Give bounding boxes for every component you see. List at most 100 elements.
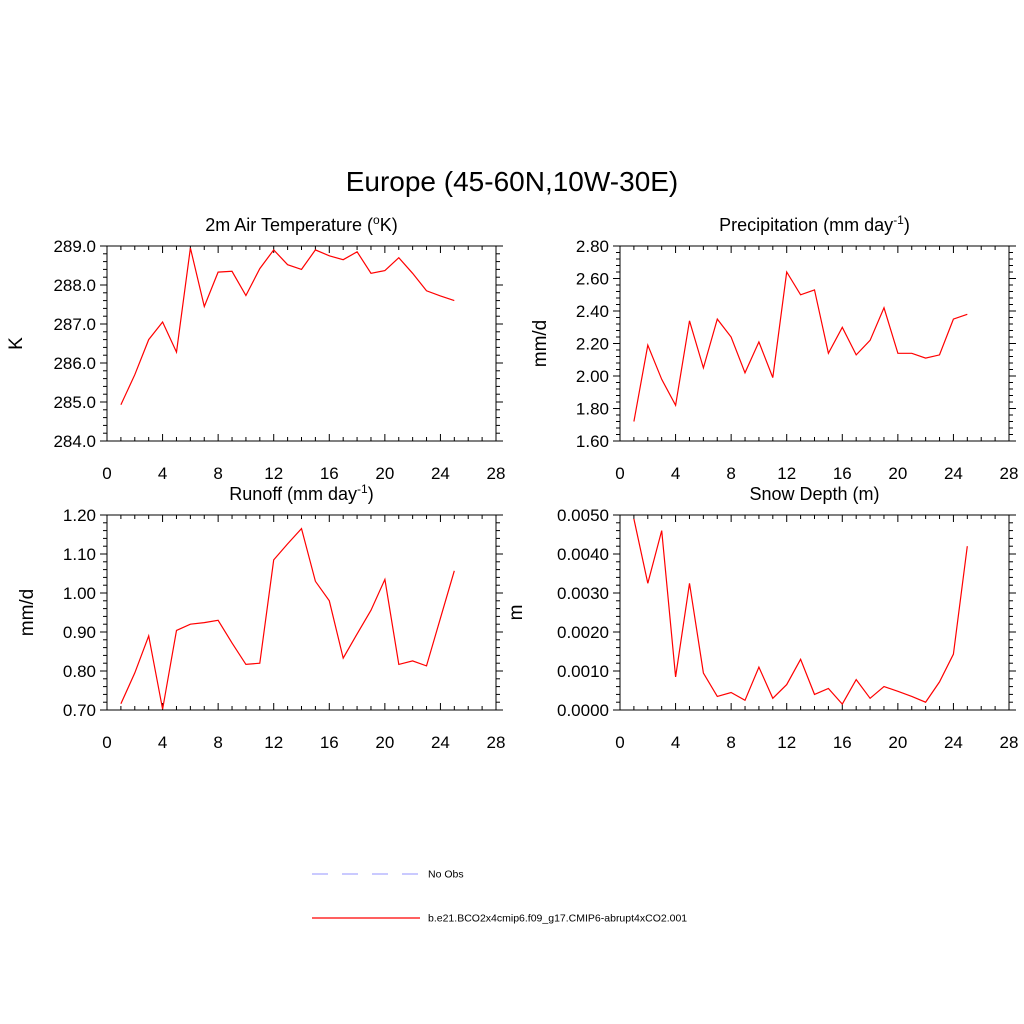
x-axis-ticks [619, 246, 1010, 441]
x-tick-label: 0 [102, 464, 111, 483]
legend-label-no-obs: No Obs [428, 869, 464, 881]
x-tick-label: 16 [833, 733, 852, 752]
y-axis-label: K [6, 337, 27, 350]
plot-frame [619, 245, 1010, 442]
y-tick-label: 0.90 [63, 623, 96, 642]
panel-title-main: 2m Air Temperature ( [205, 215, 373, 235]
y-tick-label: 0.70 [63, 701, 96, 720]
panel-title: Snow Depth (m) [749, 484, 879, 504]
y-tick-label: 2.00 [576, 367, 609, 386]
panel-title-superscript: -1 [357, 482, 368, 496]
y-tick-label: 0.0020 [557, 623, 609, 642]
y-tick-label: 2.20 [576, 335, 609, 354]
y-tick-label: 1.80 [576, 400, 609, 419]
series-line-model [120, 247, 455, 405]
x-tick-label: 0 [615, 464, 624, 483]
plot-frame [106, 514, 497, 711]
x-tick-label: 24 [431, 733, 450, 752]
series-line-model [633, 518, 968, 706]
plot-frame [619, 514, 1010, 711]
y-tick-label: 287.0 [53, 315, 96, 334]
chart-snow-depth: 0 4 8 12 16 20 24 28 0.0000 0.0010 0.0020 0.0030 0.0… [506, 484, 1018, 752]
x-tick-label: 20 [888, 733, 907, 752]
x-tick-label: 4 [158, 733, 167, 752]
y-tick-label: 2.60 [576, 270, 609, 289]
x-tick-label: 20 [375, 464, 394, 483]
x-tick-label: 24 [944, 733, 963, 752]
x-tick-label: 28 [1000, 733, 1019, 752]
x-tick-label: 28 [487, 464, 506, 483]
x-tick-label: 4 [158, 464, 167, 483]
y-tick-label: 1.00 [63, 584, 96, 603]
x-tick-label: 8 [213, 464, 222, 483]
panel-title: Precipitation (mm day-1) [719, 213, 910, 235]
series-line-model [633, 270, 968, 422]
series-line-model [120, 527, 455, 710]
y-tick-label: 0.0000 [557, 701, 609, 720]
x-tick-label: 8 [726, 464, 735, 483]
x-tick-label: 28 [1000, 464, 1019, 483]
y-tick-label: 0.0040 [557, 545, 609, 564]
y-tick-label: 2.40 [576, 302, 609, 321]
x-tick-label: 16 [320, 464, 339, 483]
y-axis-ticks [100, 245, 503, 442]
y-axis-ticks [613, 245, 1016, 442]
x-tick-label: 4 [671, 464, 680, 483]
y-tick-label: 284.0 [53, 432, 96, 451]
x-tick-label: 12 [777, 733, 796, 752]
y-tick-label: 0.0010 [557, 662, 609, 681]
x-tick-label: 8 [213, 733, 222, 752]
x-tick-label: 24 [944, 464, 963, 483]
x-axis-ticks [106, 515, 497, 710]
x-tick-label: 12 [264, 733, 283, 752]
y-tick-label: 289.0 [53, 237, 96, 256]
legend-entry-no-obs: No Obs [312, 869, 464, 881]
main-title: Europe (45-60N,10W-30E) [346, 166, 679, 197]
panel-title-superscript: -1 [893, 213, 904, 227]
panel-title-superscript: o [373, 213, 380, 227]
x-tick-label: 24 [431, 464, 450, 483]
y-axis-label: mm/d [17, 589, 38, 637]
x-tick-label: 20 [888, 464, 907, 483]
legend-label-model: b.e21.BCO2x4cmip6.f09_g17.CMIP6-abrupt4x… [428, 913, 687, 925]
chart-precipitation: 0 4 8 12 16 20 24 28 1.60 1.80 2.00 2.20 2.40 2.60 2.8… [530, 213, 1018, 483]
x-tick-label: 28 [487, 733, 506, 752]
y-axis-ticks [613, 514, 1016, 711]
y-tick-label: 1.60 [576, 432, 609, 451]
y-tick-label: 288.0 [53, 276, 96, 295]
plot-frame [106, 245, 497, 442]
y-tick-label: 0.0050 [557, 506, 609, 525]
y-axis-label: mm/d [530, 320, 551, 368]
y-tick-label: 285.0 [53, 393, 96, 412]
x-tick-label: 4 [671, 733, 680, 752]
panel-title-main: Runoff (mm day [229, 484, 357, 504]
panel-title: Runoff (mm day-1) [229, 482, 373, 504]
chart-runoff: 0 4 8 12 16 20 24 28 0.70 0.80 0.90 1.00 1.10 1.20 mm/… [17, 482, 505, 752]
y-tick-label: 0.0030 [557, 584, 609, 603]
x-tick-label: 8 [726, 733, 735, 752]
x-tick-label: 20 [375, 733, 394, 752]
x-tick-label: 0 [615, 733, 624, 752]
panel-title-main: Snow Depth (m) [749, 484, 879, 504]
legend-entry-model: b.e21.BCO2x4cmip6.f09_g17.CMIP6-abrupt4x… [312, 913, 687, 925]
chart-temperature: 0 4 8 12 16 20 24 28 284.0 285.0 286.0 287.0 288.0 28… [6, 213, 505, 483]
panel-title-tail: K) [380, 215, 398, 235]
x-axis-ticks [619, 515, 1010, 710]
y-tick-label: 1.10 [63, 545, 96, 564]
panel-title-main: Precipitation (mm day [719, 215, 893, 235]
panel-title-tail: ) [904, 215, 910, 235]
x-tick-label: 16 [833, 464, 852, 483]
x-tick-label: 12 [264, 464, 283, 483]
y-axis-ticks [100, 514, 503, 711]
legend: No Obs b.e21.BCO2x4cmip6.f09_g17.CMIP6-a… [312, 869, 687, 925]
panel-title: 2m Air Temperature (oK) [205, 213, 397, 235]
x-axis-ticks [106, 246, 497, 441]
y-tick-label: 2.80 [576, 237, 609, 256]
panel-title-tail: ) [368, 484, 374, 504]
x-tick-label: 12 [777, 464, 796, 483]
y-tick-label: 1.20 [63, 506, 96, 525]
y-tick-label: 286.0 [53, 354, 96, 373]
x-tick-label: 0 [102, 733, 111, 752]
y-axis-label: m [506, 605, 527, 621]
